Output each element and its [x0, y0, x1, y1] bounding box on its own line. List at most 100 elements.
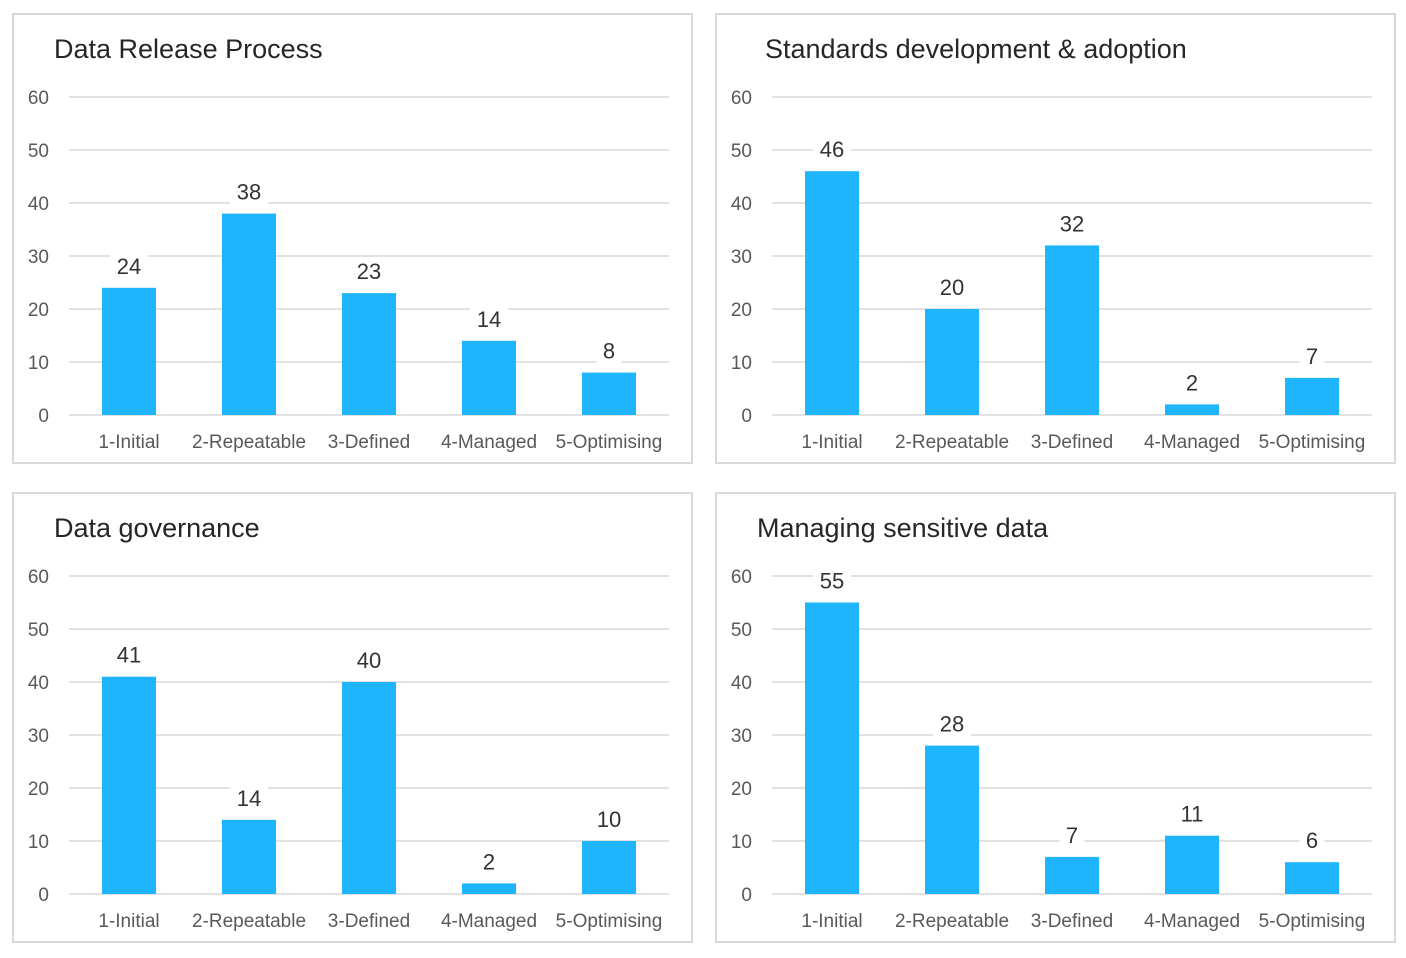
data-label: 20	[940, 275, 964, 300]
data-label: 6	[1306, 828, 1318, 853]
data-label-background	[813, 137, 851, 164]
x-tick-label: 1-Initial	[98, 911, 159, 932]
y-tick-label: 40	[28, 194, 49, 215]
bar-3-defined	[1045, 856, 1099, 894]
data-label-background	[476, 849, 502, 876]
x-tick-label: 2-Repeatable	[895, 432, 1009, 453]
data-label-background	[230, 179, 268, 206]
y-tick-label: 0	[741, 885, 752, 906]
bar-2-repeatable	[925, 745, 979, 894]
bar-4-managed	[1165, 404, 1219, 415]
chart-panel-3: Managing sensitive data 0 10 20 30 40 50 60 55…	[715, 492, 1396, 943]
y-tick-label: 50	[28, 141, 49, 162]
data-label-background	[110, 253, 148, 280]
chart-title: Data governance	[54, 513, 260, 543]
chart-title: Standards development & adoption	[765, 34, 1187, 64]
y-tick-label: 0	[38, 885, 49, 906]
x-tick-label: 5-Optimising	[1259, 911, 1366, 932]
data-label-background	[1299, 343, 1325, 370]
data-label: 11	[1181, 802, 1204, 827]
y-tick-label: 0	[38, 406, 49, 427]
y-tick-label: 60	[28, 88, 49, 109]
bar-2-repeatable	[222, 213, 276, 415]
x-tick-label: 2-Repeatable	[895, 911, 1009, 932]
bar-5-optimising	[1285, 862, 1339, 894]
chart-svg-3: Managing sensitive data 0 10 20 30 40 50 60 55…	[731, 513, 1372, 932]
data-label: 40	[357, 648, 381, 673]
chart-svg-0: Data Release Process 0 10 20 30 40 50 60 24 38 2…	[28, 34, 669, 453]
chart-title: Managing sensitive data	[757, 513, 1049, 543]
y-tick-label: 20	[731, 779, 752, 800]
data-label: 2	[1186, 370, 1198, 395]
data-label: 23	[357, 259, 381, 284]
data-label: 8	[603, 339, 615, 364]
data-label: 2	[483, 849, 495, 874]
chart-panel-2: Data governance 0 10 20 30 40 50 60 41 14 40 2 10 …	[12, 492, 693, 943]
bar-1-initial	[102, 676, 156, 894]
y-tick-label: 20	[731, 300, 752, 321]
x-tick-label: 5-Optimising	[1259, 432, 1366, 453]
data-label: 7	[1066, 823, 1078, 848]
y-tick-label: 10	[28, 353, 49, 374]
bar-4-managed	[1165, 835, 1219, 894]
y-tick-label: 50	[28, 620, 49, 641]
y-tick-label: 10	[731, 353, 752, 374]
y-tick-label: 60	[731, 88, 752, 109]
x-tick-label: 1-Initial	[98, 432, 159, 453]
y-tick-label: 50	[731, 620, 752, 641]
y-tick-label: 10	[28, 832, 49, 853]
data-label-background	[470, 306, 508, 333]
chart-panel-1: Standards development & adoption 0 10 20 30…	[715, 13, 1396, 464]
y-tick-label: 20	[28, 779, 49, 800]
x-tick-label: 1-Initial	[801, 432, 862, 453]
x-tick-label: 2-Repeatable	[192, 432, 306, 453]
bar-2-repeatable	[925, 309, 979, 415]
data-label-background	[350, 648, 388, 674]
y-tick-label: 60	[731, 567, 752, 588]
data-label-background	[1059, 822, 1085, 849]
chart-svg-1: Standards development & adoption 0 10 20 30…	[731, 34, 1372, 453]
bar-5-optimising	[582, 841, 636, 894]
x-tick-label: 3-Defined	[328, 432, 410, 453]
data-label-background	[1053, 211, 1091, 238]
data-label: 28	[940, 712, 964, 737]
bar-1-initial	[805, 602, 859, 894]
bar-4-managed	[462, 883, 516, 894]
bar-5-optimising	[582, 372, 636, 415]
y-tick-label: 50	[731, 141, 752, 162]
bar-5-optimising	[1285, 377, 1339, 415]
data-label-background	[110, 642, 148, 669]
data-label-background	[1179, 370, 1205, 397]
y-tick-label: 40	[731, 194, 752, 215]
x-tick-label: 3-Defined	[1031, 432, 1113, 453]
x-tick-label: 5-Optimising	[556, 911, 663, 932]
data-label: 14	[237, 786, 261, 811]
x-tick-label: 3-Defined	[328, 911, 410, 932]
x-tick-label: 4-Managed	[441, 432, 537, 453]
data-label-background	[933, 711, 971, 738]
bar-4-managed	[462, 340, 516, 415]
y-tick-label: 40	[731, 673, 752, 694]
y-tick-label: 30	[731, 247, 752, 268]
data-label: 14	[477, 307, 501, 332]
y-tick-label: 30	[28, 247, 49, 268]
y-tick-label: 30	[731, 726, 752, 747]
x-tick-label: 2-Repeatable	[192, 911, 306, 932]
data-label: 10	[597, 807, 621, 832]
data-label-background	[230, 785, 268, 812]
data-label-background	[590, 807, 628, 833]
x-tick-label: 1-Initial	[801, 911, 862, 932]
y-tick-label: 40	[28, 673, 49, 694]
chart-panel-0: Data Release Process 0 10 20 30 40 50 60 24 38 2…	[12, 13, 693, 464]
y-tick-label: 0	[741, 406, 752, 427]
data-label-background	[350, 259, 388, 286]
data-label: 41	[117, 643, 141, 668]
bar-3-defined	[342, 682, 396, 894]
y-tick-label: 30	[28, 726, 49, 747]
bar-3-defined	[342, 293, 396, 415]
y-tick-label: 60	[28, 567, 49, 588]
data-label: 24	[117, 254, 141, 279]
bar-1-initial	[805, 171, 859, 415]
bar-2-repeatable	[222, 819, 276, 894]
